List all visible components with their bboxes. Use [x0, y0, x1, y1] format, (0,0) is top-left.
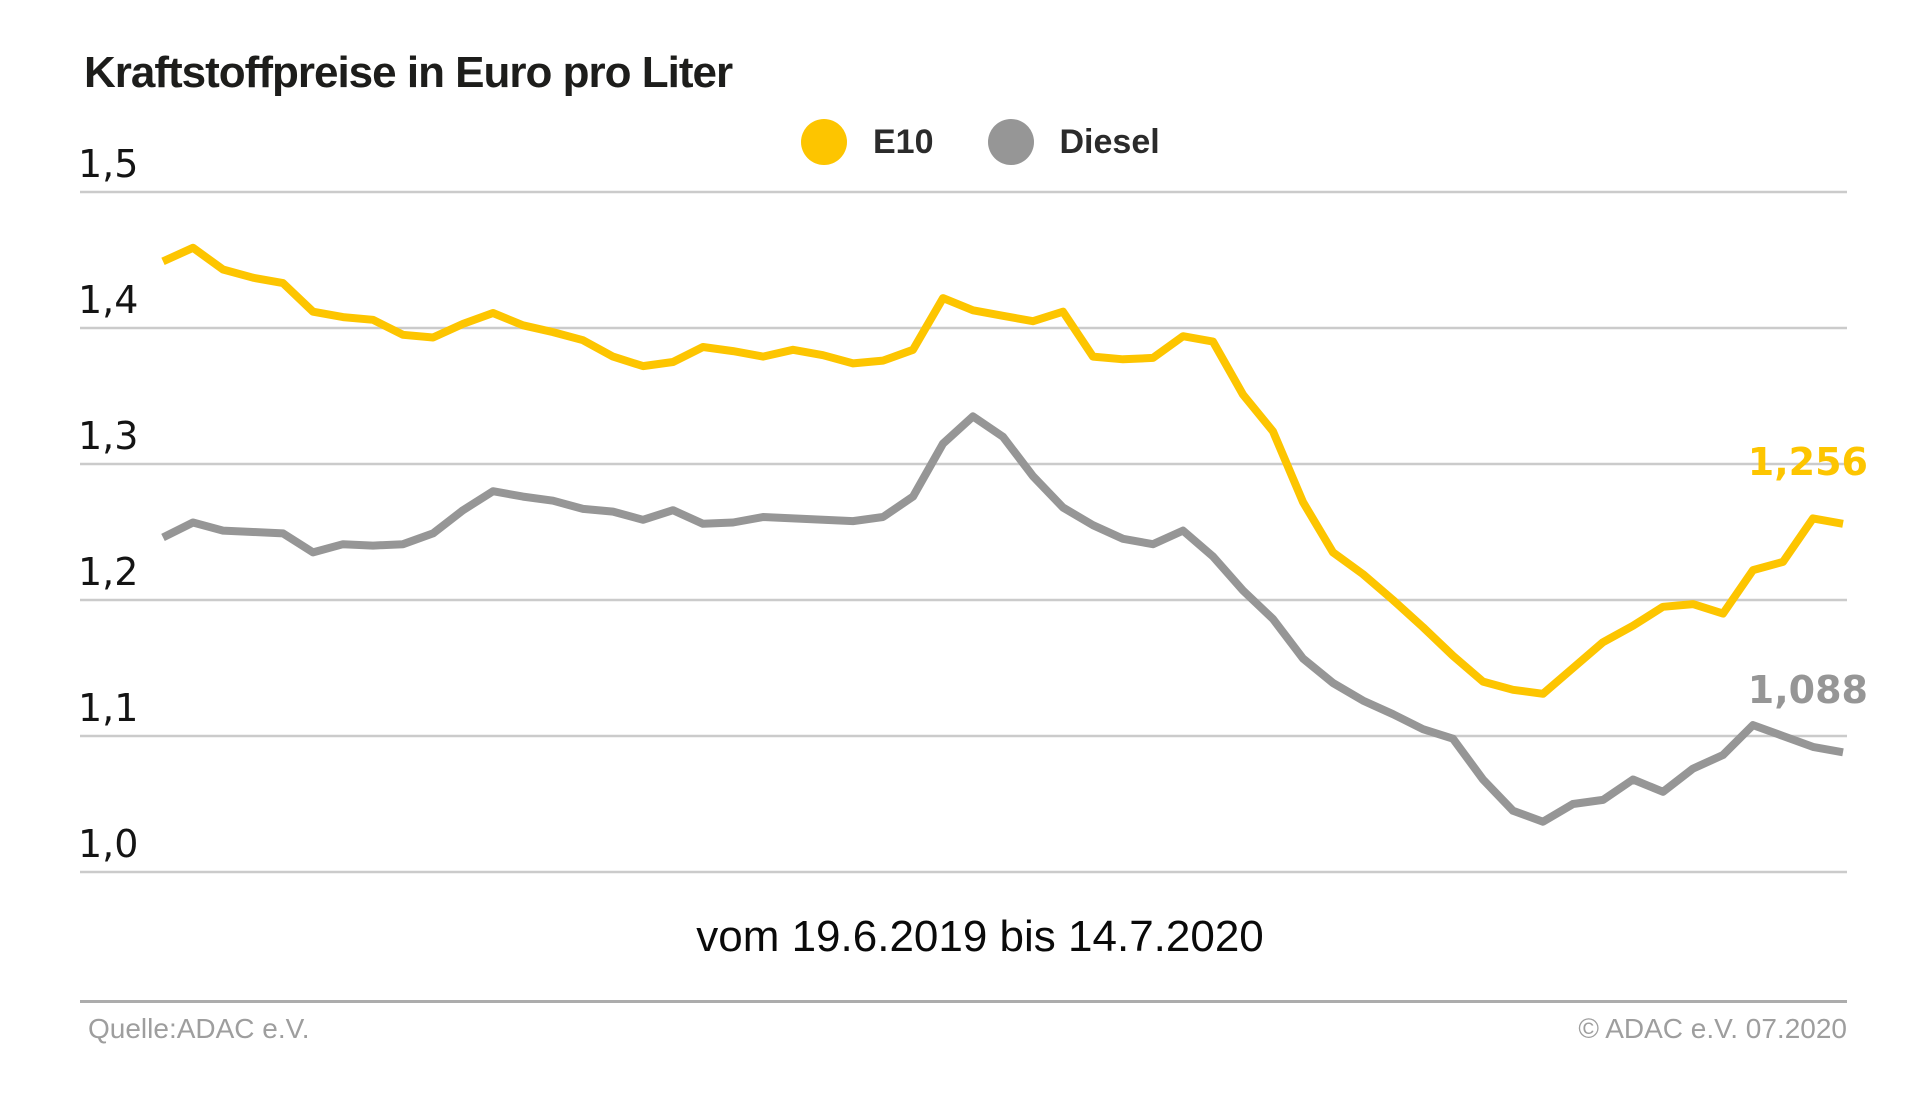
e10-end-value-label: 1,256	[1747, 439, 1868, 484]
footer-divider	[80, 1000, 1847, 1003]
y-axis-tick-label: 1,3	[78, 414, 139, 458]
legend-label-diesel: Diesel	[1059, 123, 1160, 161]
legend-e10-dot-icon	[801, 119, 847, 165]
diesel-end-value-label: 1,088	[1747, 668, 1868, 713]
source-text: Quelle:ADAC e.V.	[88, 1013, 310, 1044]
chart-title: Kraftstoffpreise in Euro pro Liter	[84, 48, 733, 97]
y-axis-tick-label: 1,5	[78, 142, 139, 186]
y-axis-tick-label: 1,0	[78, 822, 139, 866]
y-axis-tick-label: 1,2	[78, 550, 139, 594]
chart-legend: E10 Diesel	[801, 119, 1160, 165]
x-axis-date-range-caption: vom 19.6.2019 bis 14.7.2020	[696, 912, 1264, 961]
legend-diesel-dot-icon	[987, 119, 1034, 165]
copyright-text: © ADAC e.V. 07.2020	[1578, 1013, 1847, 1044]
line-diesel	[161, 412, 1844, 826]
legend-label-e10: E10	[873, 123, 934, 161]
line-e10	[161, 243, 1844, 698]
y-axis-tick-label: 1,1	[78, 686, 139, 730]
y-axis-tick-label: 1,4	[78, 278, 139, 322]
